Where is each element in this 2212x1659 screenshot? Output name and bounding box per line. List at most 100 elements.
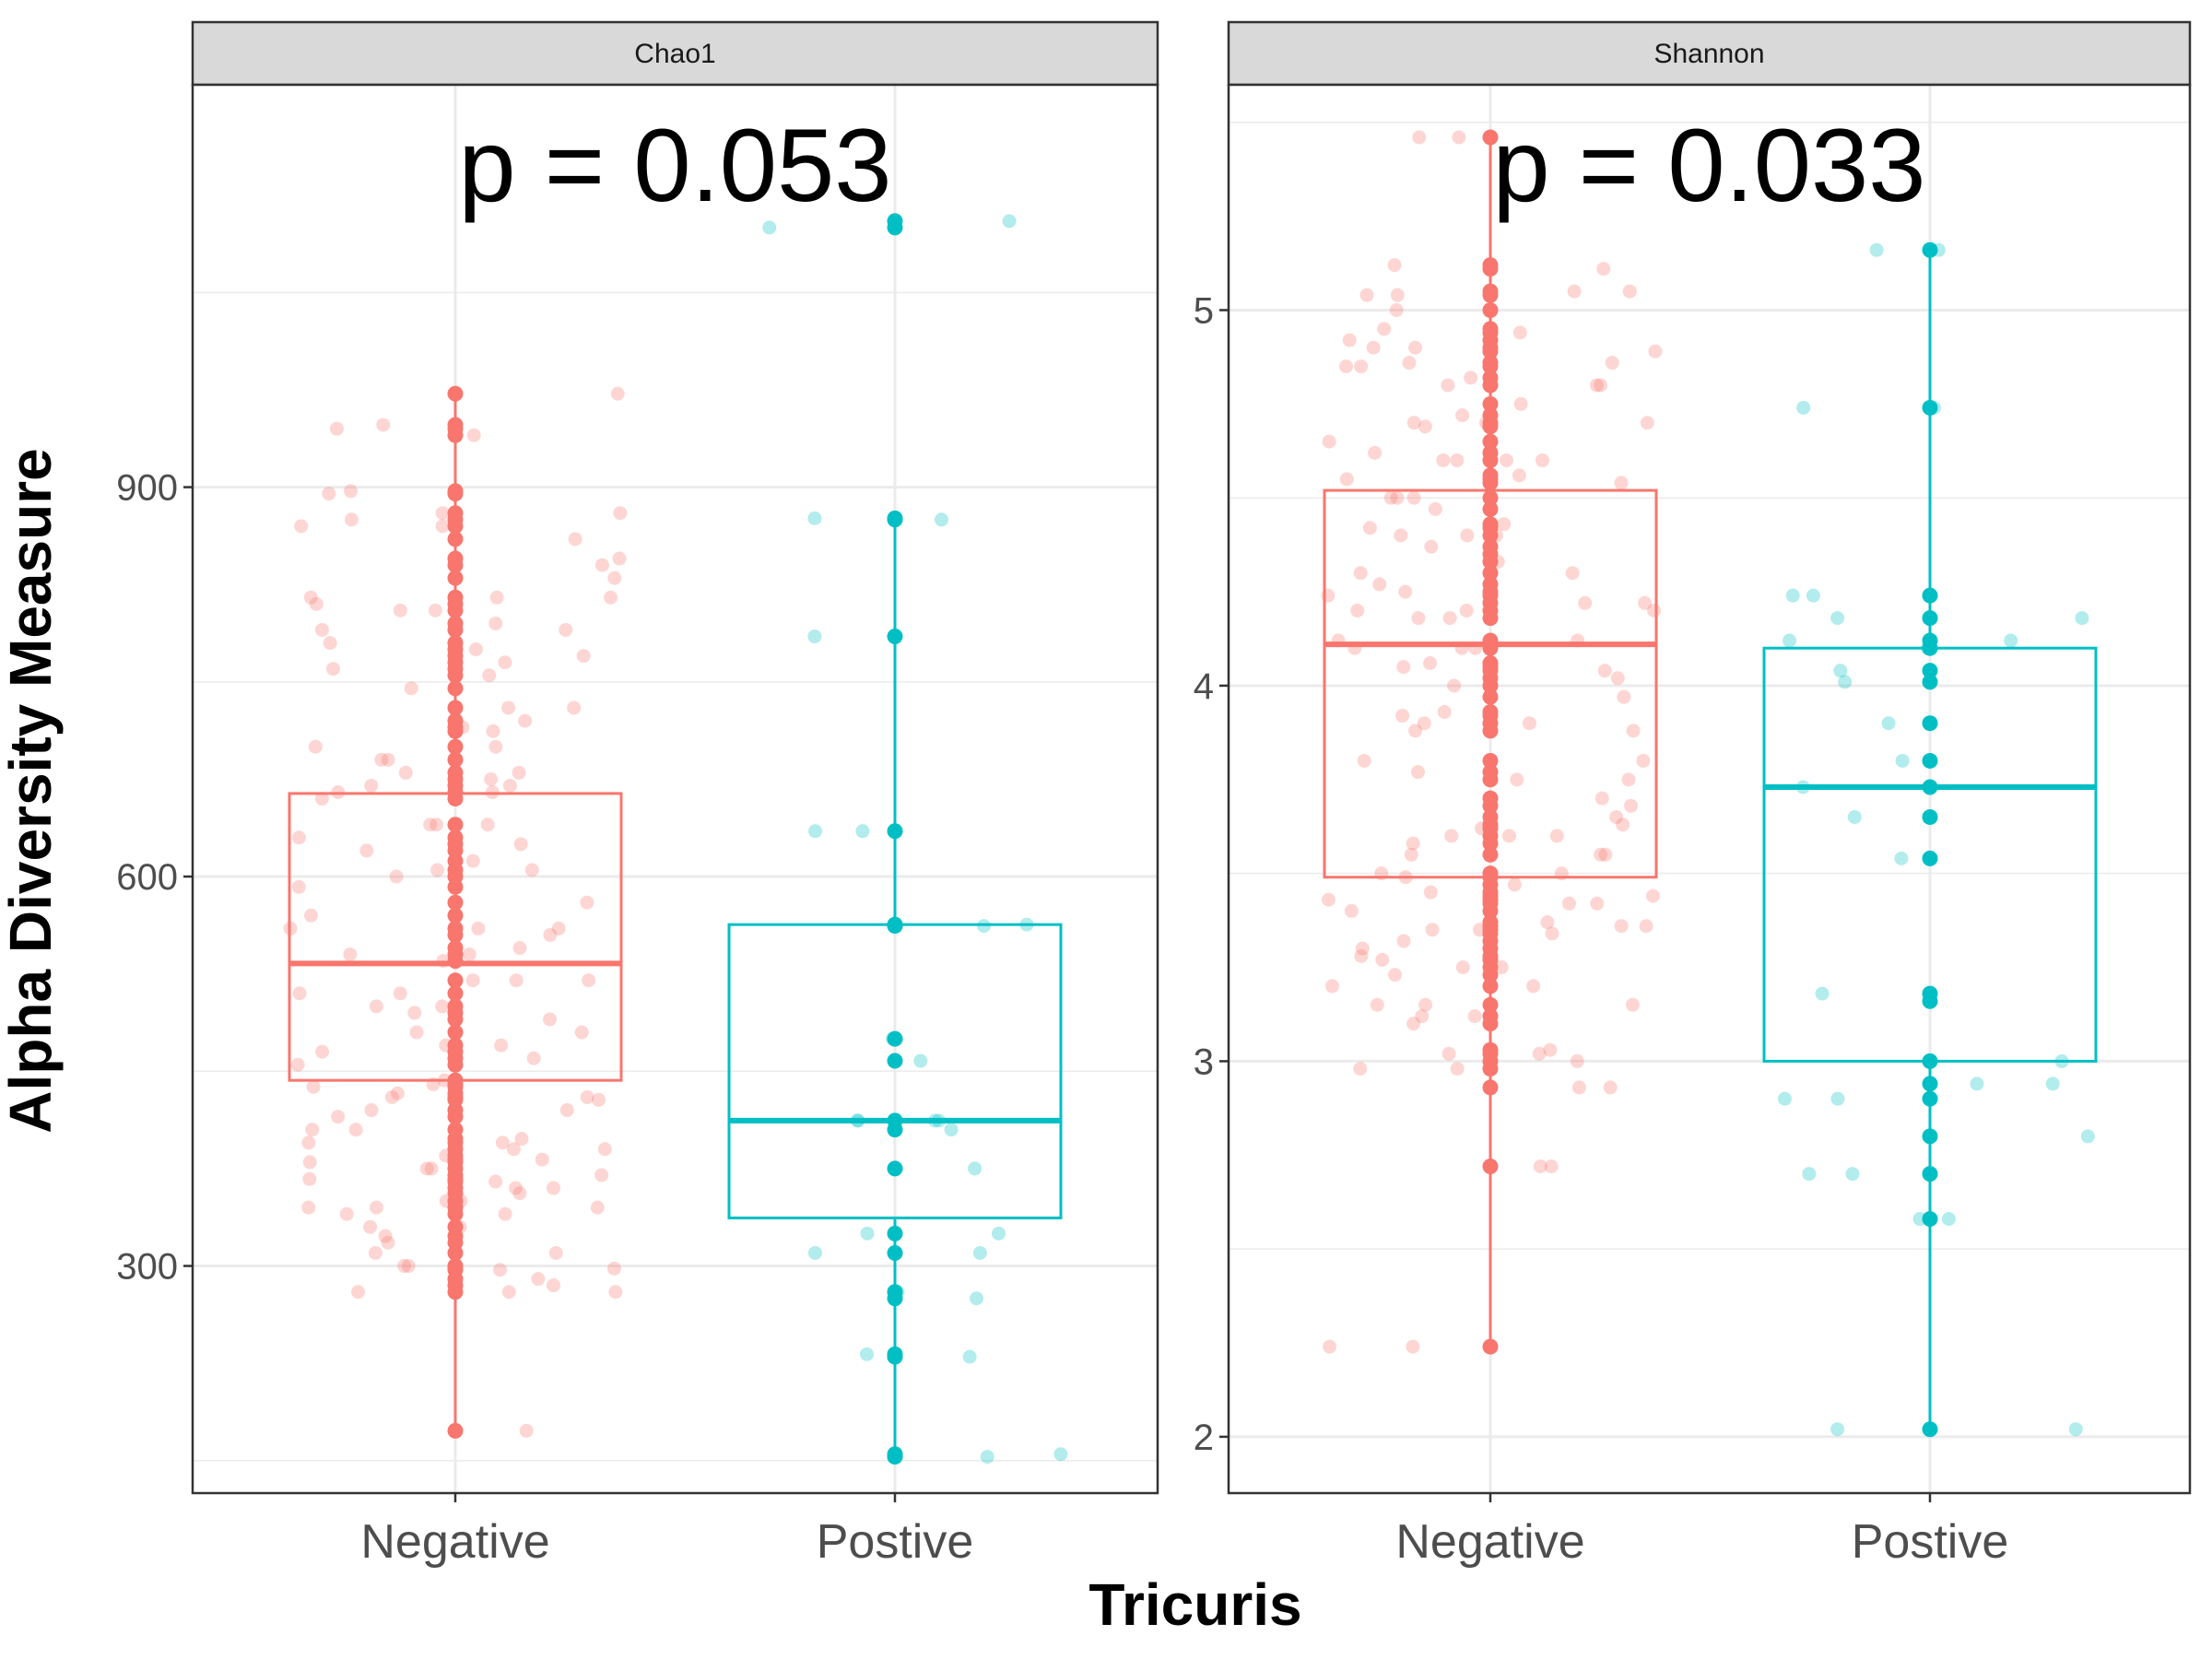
panel-chao1: Chao1 300 600 900 Negative Postive p = 0.053 [116,20,1159,1569]
jitter-point [970,1291,984,1306]
jitter-point [1638,595,1653,610]
data-point [1482,1338,1499,1355]
data-point [887,918,903,935]
jitter-point [1845,1167,1860,1182]
jitter-point [1415,1009,1430,1024]
jitter-point [393,986,407,1001]
jitter-point [860,1347,875,1361]
jitter-point [606,1261,621,1276]
jitter-point [1639,919,1653,934]
jitter-point [808,824,823,839]
data-point [1922,993,1938,1009]
jitter-point [1355,941,1370,956]
facet-panels: Chao1 300 600 900 Negative Postive p = 0.053 Sh… [116,20,2192,1569]
data-point [447,1277,464,1294]
data-point [1482,1053,1499,1069]
data-point [887,823,903,840]
data-point [1482,1008,1499,1025]
jitter-point [1406,1017,1421,1031]
jitter-point [524,863,539,877]
data-point [1922,1128,1938,1145]
jitter-point [369,1200,383,1215]
jitter-point [305,1123,320,1137]
jitter-point [501,700,516,715]
data-point [1922,663,1938,679]
jitter-point [607,571,622,585]
jitter-point [962,1349,977,1364]
data-point [1482,489,1499,506]
y-tick-label: 3 [1194,1041,1214,1082]
jitter-point [2080,1129,2095,1144]
jitter-point [1353,1062,1368,1077]
jitter-point [1494,960,1509,975]
jitter-point [1437,704,1452,719]
data-point [447,751,464,768]
jitter-point [1387,968,1402,982]
jitter-point [512,1186,527,1201]
data-point [1922,1090,1938,1107]
jitter-point [428,603,442,618]
jitter-point [543,1012,558,1027]
jitter-point [1830,1091,1845,1106]
data-point [1482,654,1499,671]
jitter-point [807,1245,822,1260]
jitter-point [468,642,483,657]
jitter-point [1596,262,1611,276]
jitter-point [934,512,948,527]
data-point [1482,129,1499,146]
jitter-point [1354,359,1369,374]
jitter-point [498,1206,512,1221]
data-point [1922,399,1938,416]
jitter-point [480,818,495,832]
data-point [447,621,464,638]
jitter-point [1796,400,1811,415]
jitter-point [968,1161,982,1176]
jitter-point [1590,896,1605,911]
jitter-point [1640,416,1654,430]
jitter-point [1512,468,1526,483]
jitter-point [1408,340,1423,355]
jitter-point [466,428,481,442]
jitter-point [1499,453,1513,467]
jitter-point [1406,416,1421,430]
jitter-point [462,947,477,962]
jitter-point [398,765,413,780]
jitter-point [308,739,323,754]
jitter-point [513,837,528,852]
jitter-point [326,662,341,677]
jitter-point [419,1161,434,1176]
data-point [1922,241,1938,258]
data-point [887,1284,903,1300]
jitter-point [1941,1212,1956,1227]
data-point [447,641,464,658]
jitter-point [364,778,379,793]
jitter-point [1450,1062,1465,1077]
jitter-point [1460,528,1475,543]
jitter-point [1603,1080,1618,1095]
jitter-point [612,551,627,566]
data-point [1482,1041,1499,1058]
jitter-point [576,649,591,664]
jitter-point [294,519,309,534]
x-axis-title: Tricuris [1088,1571,1301,1638]
jitter-point [1589,378,1604,393]
jitter-point [597,1142,612,1157]
data-point [1482,418,1499,435]
jitter-point [407,1006,422,1020]
data-point [447,868,464,885]
jitter-point [1444,829,1459,843]
jitter-point [389,869,404,884]
x-tick-label: Postive [1852,1515,2009,1569]
data-point [447,667,464,684]
jitter-point [301,1135,316,1150]
jitter-point [568,532,582,547]
jitter-point [972,1245,987,1260]
data-point [447,1043,464,1060]
jitter-point [1441,1046,1456,1061]
data-point [1922,1076,1938,1092]
jitter-point [290,1057,305,1072]
jitter-point [404,681,418,696]
jitter-point [1339,472,1354,487]
jitter-point [590,1200,605,1215]
jitter-point [1605,356,1619,371]
